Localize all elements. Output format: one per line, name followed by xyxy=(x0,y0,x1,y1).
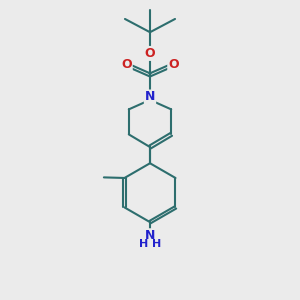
Text: H: H xyxy=(152,238,161,249)
Text: H: H xyxy=(139,238,148,249)
Text: N: N xyxy=(145,229,155,242)
Text: O: O xyxy=(121,58,132,71)
Text: O: O xyxy=(168,58,179,71)
Text: O: O xyxy=(145,47,155,60)
Text: N: N xyxy=(145,91,155,103)
